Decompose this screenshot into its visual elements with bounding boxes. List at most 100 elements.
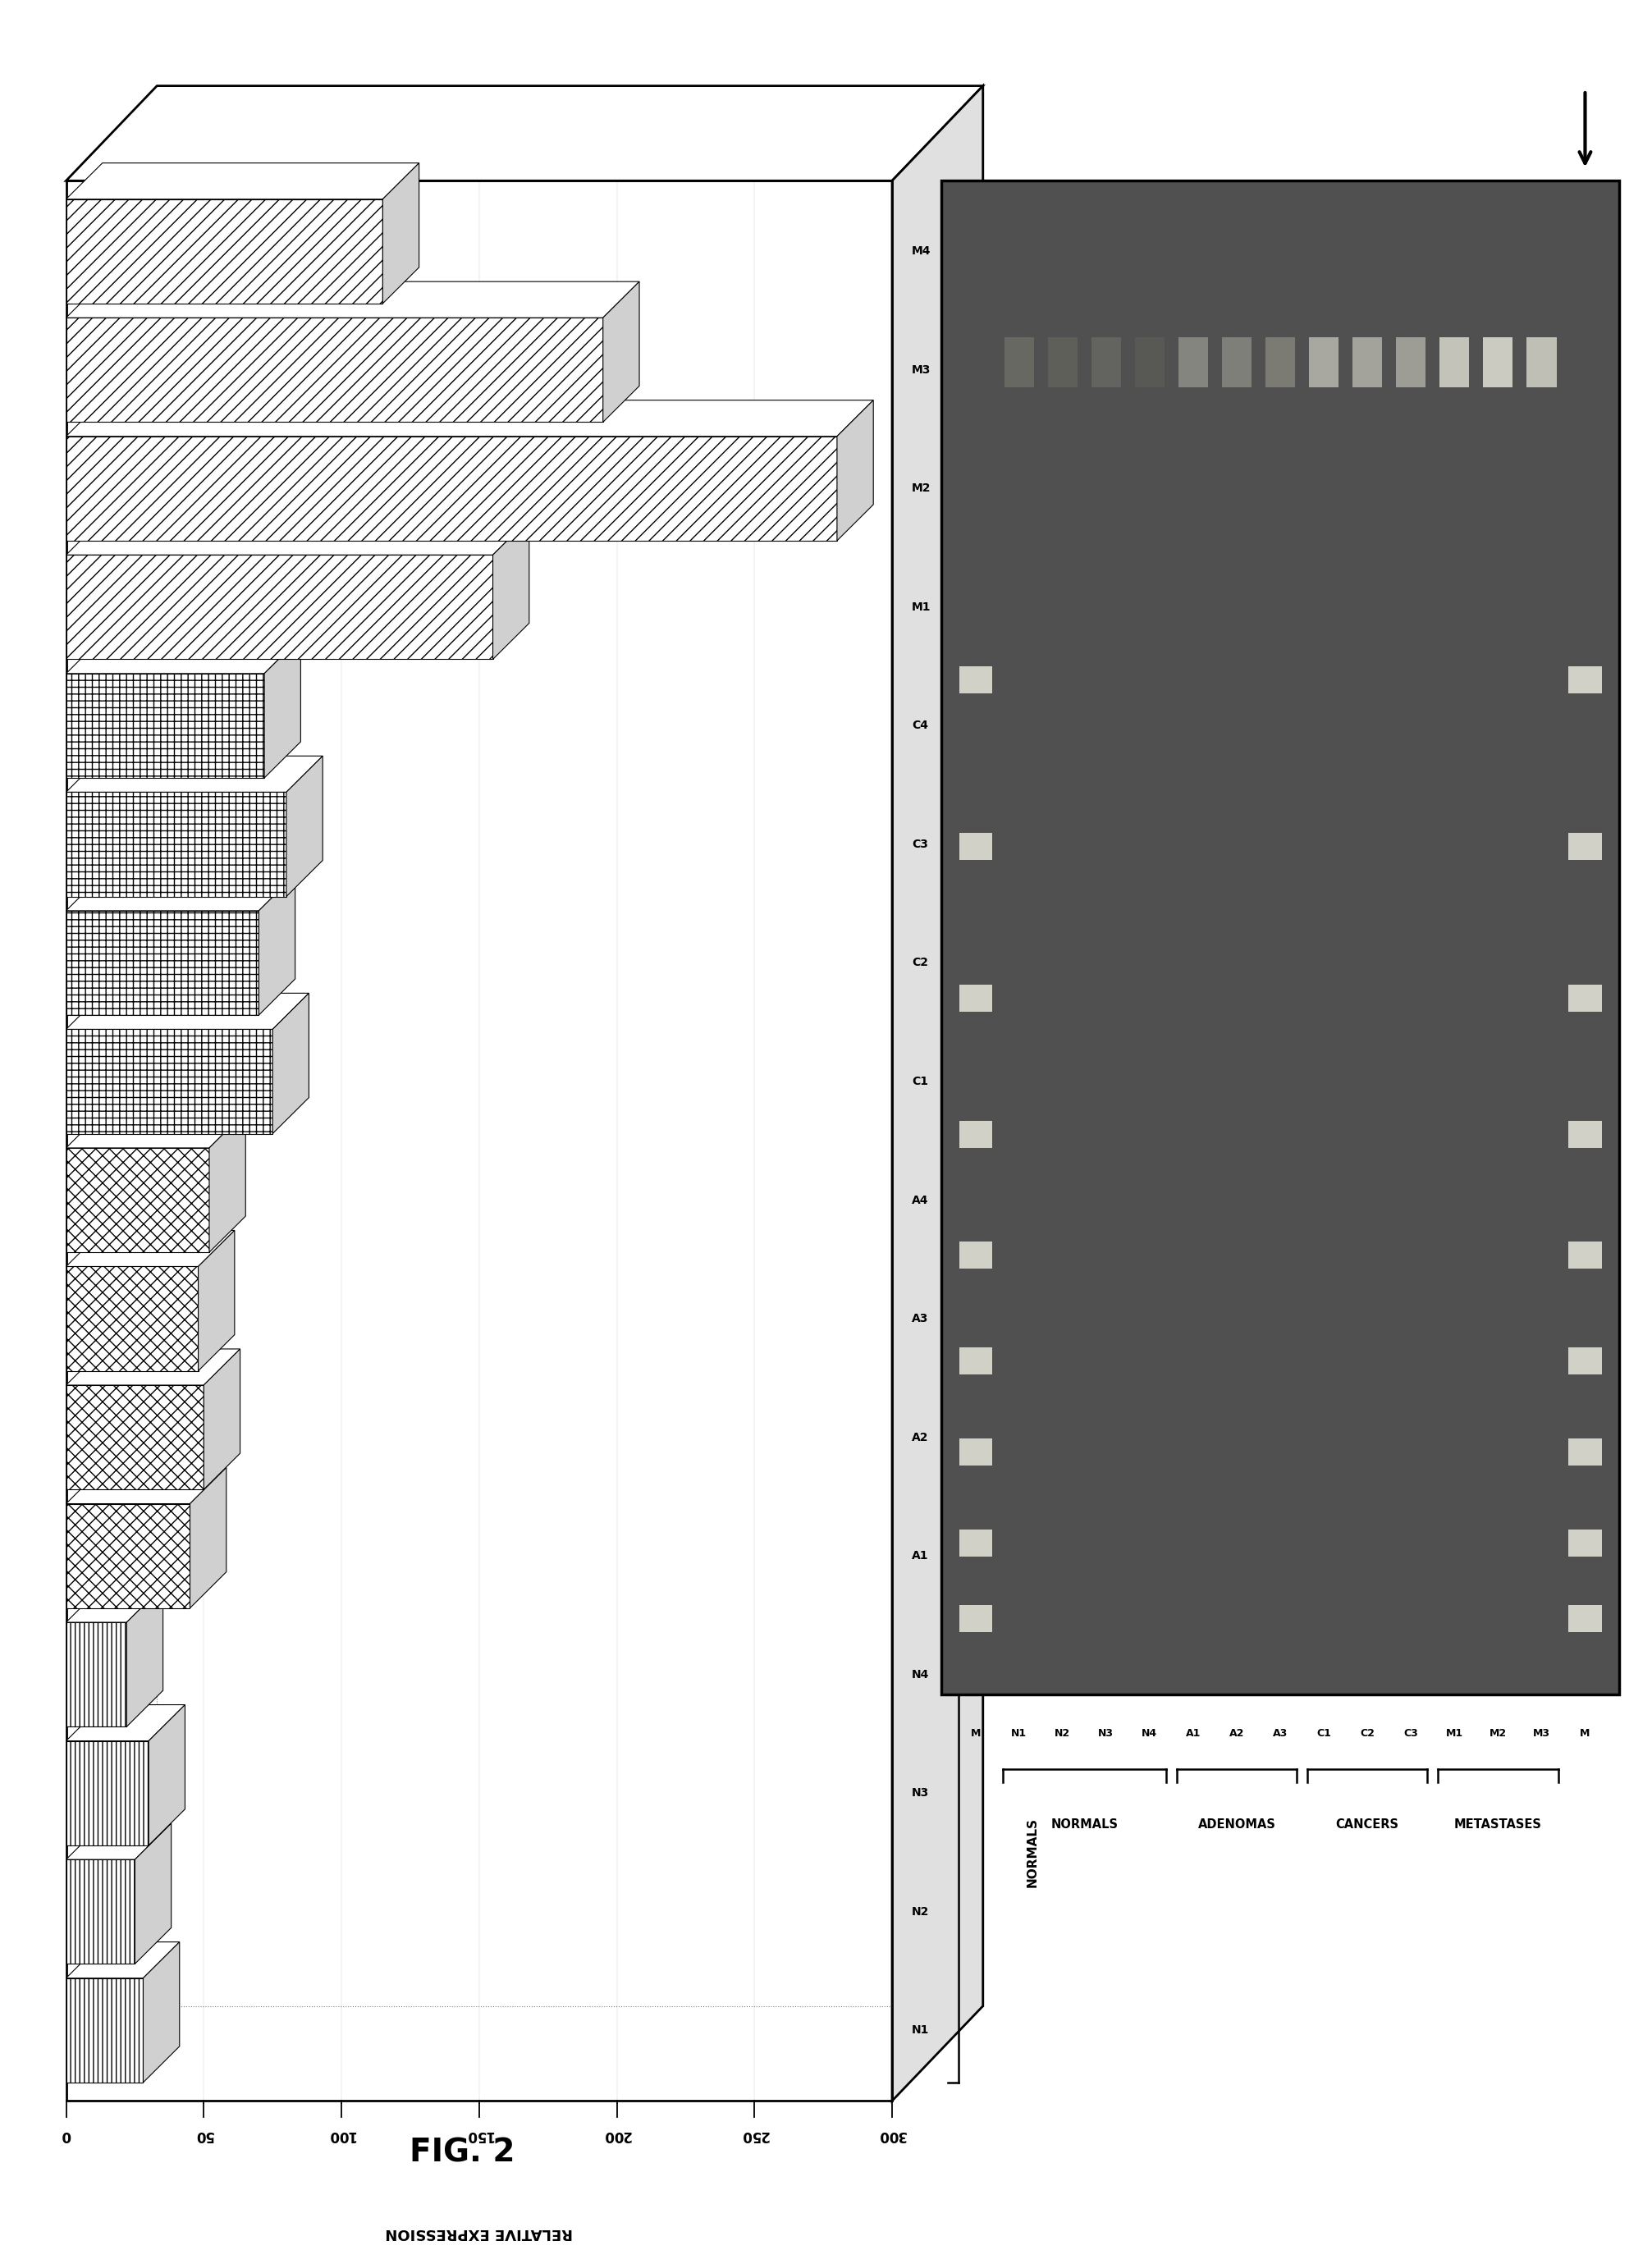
Polygon shape — [273, 994, 309, 1134]
Text: C2: C2 — [912, 958, 928, 969]
Text: N2: N2 — [1054, 1728, 1070, 1739]
Bar — [1569, 1242, 1601, 1270]
Text: 150: 150 — [464, 2128, 494, 2144]
Text: CANCERS: CANCERS — [1336, 1818, 1399, 1830]
Polygon shape — [66, 1706, 185, 1742]
Bar — [958, 1604, 991, 1631]
Bar — [1569, 666, 1601, 694]
Polygon shape — [603, 282, 639, 422]
Polygon shape — [66, 86, 983, 181]
Text: 250: 250 — [740, 2128, 768, 2144]
Polygon shape — [149, 1706, 185, 1846]
Polygon shape — [198, 1231, 235, 1371]
Text: 0: 0 — [61, 2128, 71, 2144]
Text: FIG. 2: FIG. 2 — [410, 2137, 515, 2169]
Text: ADENOMAS: ADENOMAS — [1026, 1337, 1039, 1419]
Polygon shape — [210, 1111, 246, 1251]
Text: M2: M2 — [912, 483, 932, 495]
Polygon shape — [66, 994, 309, 1030]
Polygon shape — [203, 1349, 240, 1489]
Polygon shape — [66, 1468, 226, 1504]
Text: A3: A3 — [912, 1312, 928, 1324]
Text: METASTASES: METASTASES — [1454, 1818, 1541, 1830]
Polygon shape — [66, 1385, 203, 1489]
Text: NORMALS: NORMALS — [1026, 1818, 1039, 1886]
Polygon shape — [383, 163, 420, 303]
Bar — [1004, 337, 1034, 386]
Polygon shape — [66, 1030, 273, 1134]
Bar — [1135, 337, 1165, 386]
Polygon shape — [144, 1943, 180, 2083]
Bar — [1569, 1439, 1601, 1466]
Bar — [1526, 337, 1556, 386]
Bar — [958, 1439, 991, 1466]
Bar — [1569, 1604, 1601, 1631]
Text: M3: M3 — [1533, 1728, 1550, 1739]
Bar — [958, 1242, 991, 1270]
Bar — [1569, 834, 1601, 861]
Text: ADENOMAS: ADENOMAS — [1198, 1818, 1275, 1830]
Polygon shape — [286, 757, 322, 897]
Text: N3: N3 — [912, 1787, 930, 1798]
Text: C3: C3 — [912, 838, 928, 849]
Text: C2: C2 — [1360, 1728, 1374, 1739]
Bar — [958, 1529, 991, 1556]
Polygon shape — [66, 874, 296, 910]
Bar — [958, 1120, 991, 1148]
Polygon shape — [66, 1622, 127, 1726]
Bar — [1222, 337, 1252, 386]
Bar — [958, 834, 991, 861]
Text: A1: A1 — [1186, 1728, 1201, 1739]
Text: C3: C3 — [1404, 1728, 1417, 1739]
Bar — [1396, 337, 1426, 386]
Polygon shape — [66, 319, 603, 422]
Text: A1: A1 — [912, 1550, 928, 1561]
Text: M1: M1 — [912, 601, 932, 612]
Polygon shape — [66, 1742, 149, 1846]
Polygon shape — [66, 199, 383, 303]
Polygon shape — [66, 1231, 235, 1267]
Text: TISSUE SAMPLES: TISSUE SAMPLES — [976, 1075, 990, 1206]
Text: 50: 50 — [195, 2128, 213, 2144]
Bar — [958, 985, 991, 1012]
Text: C1: C1 — [912, 1075, 928, 1087]
Polygon shape — [66, 1943, 180, 1979]
Polygon shape — [66, 282, 639, 319]
Text: A2: A2 — [1229, 1728, 1244, 1739]
Bar — [1569, 1120, 1601, 1148]
Text: N4: N4 — [1142, 1728, 1158, 1739]
Bar — [1178, 337, 1208, 386]
Text: 300: 300 — [877, 2128, 907, 2144]
Text: M3: M3 — [912, 364, 932, 375]
Bar — [1483, 337, 1513, 386]
Polygon shape — [66, 163, 420, 199]
Polygon shape — [127, 1586, 164, 1726]
Text: C4: C4 — [912, 721, 928, 732]
Polygon shape — [66, 673, 264, 777]
Text: 200: 200 — [603, 2128, 631, 2144]
Text: N2: N2 — [912, 1907, 930, 1918]
Bar — [1047, 337, 1077, 386]
Polygon shape — [135, 1823, 172, 1963]
Polygon shape — [838, 400, 874, 540]
Polygon shape — [66, 757, 322, 793]
Bar — [1569, 1349, 1601, 1376]
Bar — [1308, 337, 1338, 386]
Text: 100: 100 — [327, 2128, 355, 2144]
Bar — [1439, 337, 1469, 386]
Polygon shape — [259, 874, 296, 1014]
Text: CANCERS: CANCERS — [1026, 870, 1039, 937]
Text: METASTASES: METASTASES — [1026, 384, 1039, 474]
Polygon shape — [66, 1349, 240, 1385]
Text: N3: N3 — [1099, 1728, 1113, 1739]
Polygon shape — [66, 400, 874, 436]
Text: N1: N1 — [912, 2024, 930, 2035]
Text: C1: C1 — [1317, 1728, 1332, 1739]
Polygon shape — [66, 436, 838, 540]
Bar — [1353, 337, 1383, 386]
Text: A3: A3 — [1272, 1728, 1289, 1739]
Polygon shape — [66, 1148, 210, 1251]
Polygon shape — [66, 1504, 190, 1608]
Polygon shape — [66, 1823, 172, 1859]
Bar — [958, 1349, 991, 1376]
